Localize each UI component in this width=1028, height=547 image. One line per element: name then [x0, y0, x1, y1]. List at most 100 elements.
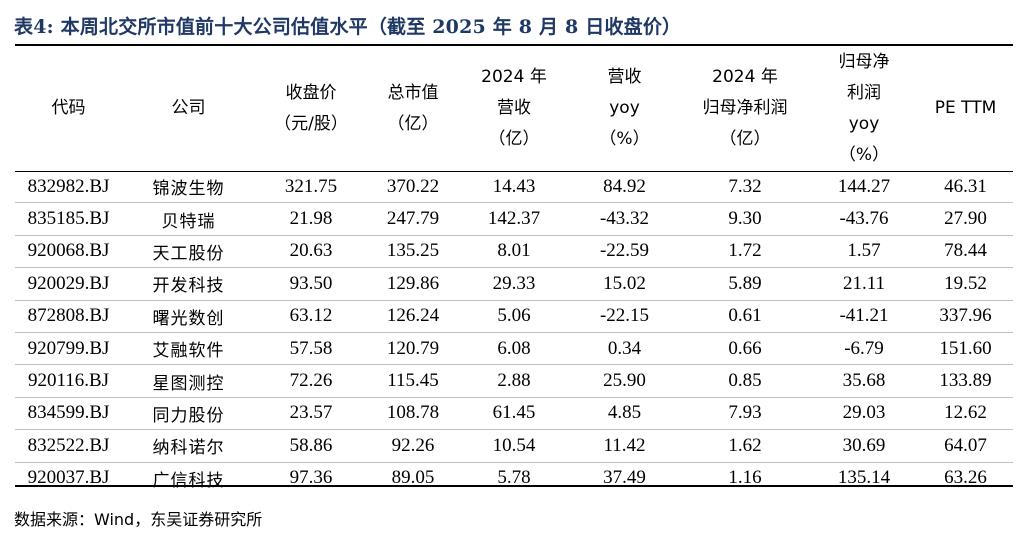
cell-net-profit-yoy: -6.79 [810, 331, 918, 365]
cell-revenue-2024: 61.45 [459, 396, 569, 430]
cell-company: 星图测控 [122, 364, 255, 398]
cell-net-profit-yoy: 29.03 [810, 396, 918, 430]
cell-market-cap: 370.22 [386, 175, 440, 197]
cell-code: 835185.BJ [15, 202, 122, 236]
cell-net-profit-2024: 9.30 [680, 202, 810, 236]
cell-revenue-2024: 8.01 [459, 234, 569, 268]
header-revenue-2024: 2024 年 营收 （亿） [481, 67, 547, 149]
cell-market-cap: 120.79 [367, 331, 459, 365]
cell-net-profit-yoy: 30.69 [810, 429, 918, 463]
table-row: 920799.BJ 艾融软件 57.58 120.79 6.08 0.34 0.66 -6.7… [15, 331, 1013, 365]
cell-market-cap: 89.05 [367, 461, 459, 494]
cell-revenue-yoy: 0.34 [569, 331, 680, 365]
cell-close-price: 58.86 [255, 429, 367, 463]
cell-market-cap: 108.78 [367, 396, 459, 430]
cell-revenue-2024: 10.54 [459, 429, 569, 463]
cell-net-profit-2024: 7.32 [728, 175, 762, 197]
cell-code: 920116.BJ [15, 364, 122, 398]
cell-company: 锦波生物 [152, 179, 225, 200]
cell-pe-ttm: 12.62 [918, 396, 1013, 430]
cell-company: 纳科诺尔 [122, 429, 255, 463]
cell-market-cap: 247.79 [367, 202, 459, 236]
cell-net-profit-2024: 1.62 [680, 429, 810, 463]
cell-pe-ttm: 63.26 [918, 461, 1013, 494]
table-row: 832982.BJ 锦波生物 321.75 370.22 14.43 84.92 7.32 1… [15, 171, 1013, 203]
cell-code: 920029.BJ [15, 267, 122, 301]
cell-pe-ttm: 133.89 [918, 364, 1013, 398]
cell-code: 872808.BJ [15, 299, 122, 333]
cell-code: 920799.BJ [15, 331, 122, 365]
cell-close-price: 21.98 [255, 202, 367, 236]
cell-revenue-2024: 29.33 [459, 267, 569, 301]
cell-net-profit-2024: 7.93 [680, 396, 810, 430]
table-row: 920068.BJ 天工股份 20.63 135.25 8.01 -22.59 1.72 1.… [15, 234, 1013, 268]
cell-revenue-2024: 2.88 [459, 364, 569, 398]
cell-market-cap: 129.86 [367, 267, 459, 301]
cell-market-cap: 115.45 [367, 364, 459, 398]
cell-close-price: 57.58 [255, 331, 367, 365]
cell-close-price: 321.75 [284, 175, 338, 197]
cell-net-profit-2024: 0.66 [680, 331, 810, 365]
cell-net-profit-2024: 1.72 [680, 234, 810, 268]
cell-net-profit-2024: 1.16 [680, 461, 810, 494]
cell-pe-ttm: 64.07 [918, 429, 1013, 463]
header-row: 代码 公司 收盘价 （元/股） 总市值 （亿） 2024 年 营收 （亿） 营收… [15, 46, 1013, 171]
table-row: 832522.BJ 纳科诺尔 58.86 92.26 10.54 11.42 1.62 30.… [15, 429, 1013, 463]
header-close-price: 收盘价 （元/股） [274, 82, 348, 134]
table-row: 920037.BJ 广信科技 97.36 89.05 5.78 37.49 1.16 135.… [15, 461, 1013, 494]
table-body: 832982.BJ 锦波生物 321.75 370.22 14.43 84.92 7.32 1… [15, 171, 1013, 494]
header-revenue-yoy: 营收 yoy （%） [599, 67, 650, 149]
cell-market-cap: 126.24 [367, 299, 459, 333]
cell-net-profit-2024: 0.85 [680, 364, 810, 398]
cell-revenue-2024: 14.43 [492, 175, 536, 197]
header-net-profit-yoy: 归母净 利润 yoy （%） [838, 51, 890, 165]
table-row: 872808.BJ 曙光数创 63.12 126.24 5.06 -22.15 0.61 -4… [15, 299, 1013, 333]
cell-net-profit-yoy: 144.27 [837, 175, 891, 197]
table-row: 920116.BJ 星图测控 72.26 115.45 2.88 25.90 0.85 35.… [15, 364, 1013, 398]
table-row: 834599.BJ 同力股份 23.57 108.78 61.45 4.85 7.93 29.… [15, 396, 1013, 430]
cell-close-price: 93.50 [255, 267, 367, 301]
cell-pe-ttm: 78.44 [918, 234, 1013, 268]
cell-code: 832982.BJ [27, 175, 110, 197]
cell-market-cap: 92.26 [367, 429, 459, 463]
header-net-profit-2024: 2024 年 归母净利润 （亿） [702, 67, 788, 149]
cell-net-profit-yoy: -41.21 [810, 299, 918, 333]
cell-revenue-2024: 142.37 [459, 202, 569, 236]
cell-company: 天工股份 [122, 234, 255, 268]
cell-revenue-yoy: -43.32 [569, 202, 680, 236]
valuation-table: 代码 公司 收盘价 （元/股） 总市值 （亿） 2024 年 营收 （亿） 营收… [15, 46, 1013, 494]
cell-company: 广信科技 [122, 461, 255, 494]
cell-net-profit-yoy: 1.57 [810, 234, 918, 268]
cell-revenue-2024: 5.06 [459, 299, 569, 333]
cell-market-cap: 135.25 [367, 234, 459, 268]
cell-revenue-yoy: -22.59 [569, 234, 680, 268]
cell-revenue-yoy: 11.42 [569, 429, 680, 463]
cell-pe-ttm: 19.52 [918, 267, 1013, 301]
cell-company: 开发科技 [122, 267, 255, 301]
cell-net-profit-yoy: 135.14 [810, 461, 918, 494]
cell-revenue-2024: 6.08 [459, 331, 569, 365]
header-rule [15, 171, 1013, 172]
cell-revenue-yoy: -22.15 [569, 299, 680, 333]
cell-revenue-yoy: 4.85 [569, 396, 680, 430]
cell-code: 834599.BJ [15, 396, 122, 430]
table-row: 835185.BJ 贝特瑞 21.98 247.79 142.37 -43.32 9.30-… [15, 202, 1013, 236]
cell-company: 艾融软件 [122, 331, 255, 365]
cell-pe-ttm: 151.60 [918, 331, 1013, 365]
header-code: 代码 [51, 98, 86, 118]
cell-net-profit-2024: 0.61 [680, 299, 810, 333]
cell-revenue-yoy: 25.90 [569, 364, 680, 398]
cell-code: 920037.BJ [15, 461, 122, 494]
cell-revenue-yoy: 37.49 [569, 461, 680, 494]
top-rule [15, 44, 1013, 46]
cell-revenue-yoy: 15.02 [569, 267, 680, 301]
cell-net-profit-2024: 5.89 [680, 267, 810, 301]
cell-code: 832522.BJ [15, 429, 122, 463]
cell-code: 920068.BJ [15, 234, 122, 268]
table-title: 表4: 本周北交所市值前十大公司估值水平（截至 2025 年 8 月 8 日收盘… [14, 16, 682, 38]
cell-close-price: 23.57 [255, 396, 367, 430]
cell-net-profit-yoy: -43.76 [810, 202, 918, 236]
cell-close-price: 97.36 [255, 461, 367, 494]
cell-pe-ttm: 337.96 [918, 299, 1013, 333]
cell-pe-ttm: 27.90 [918, 202, 1013, 236]
